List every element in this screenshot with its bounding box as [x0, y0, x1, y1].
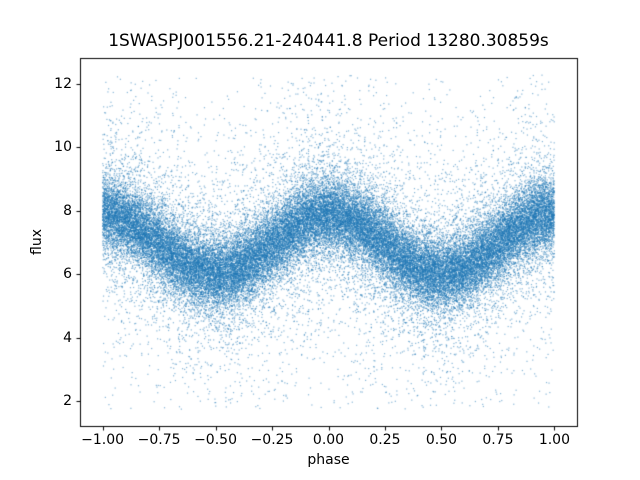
y-tick-label: 8 [63, 202, 72, 219]
y-tick-label: 6 [63, 266, 72, 283]
x-tick-label: 1.00 [538, 432, 570, 448]
x-tick-label: −0.75 [137, 432, 181, 448]
x-tick-label: 0.00 [312, 432, 345, 448]
y-tick-label: 12 [54, 75, 72, 92]
x-axis-label: phase [307, 452, 350, 468]
x-tick-label: −1.00 [81, 432, 125, 448]
x-tick-label: 0.75 [482, 432, 514, 448]
y-tick-label: 4 [63, 329, 72, 346]
x-tick-label: 0.25 [369, 432, 401, 448]
x-tick-label: −0.50 [194, 432, 237, 448]
x-tick-label: −0.25 [250, 432, 294, 448]
y-tick-label: 2 [63, 392, 72, 409]
y-tick-label: 10 [54, 139, 72, 156]
y-axis-label: flux [29, 229, 45, 255]
x-tick-label: 0.50 [425, 432, 458, 448]
chart-title: 1SWASPJ001556.21-240441.8 Period 13280.3… [108, 31, 549, 51]
